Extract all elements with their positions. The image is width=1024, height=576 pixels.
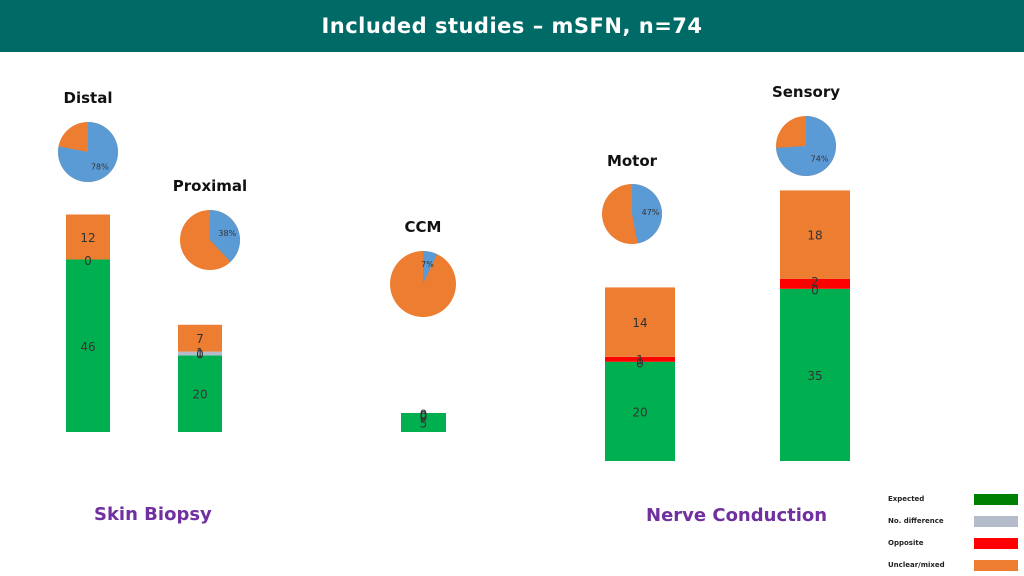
pie-slice-expected	[57, 122, 118, 182]
bar-segment	[66, 259, 110, 432]
group-label: Sensory	[772, 83, 840, 101]
pie-slice-expected	[423, 251, 438, 284]
pie-label: 38%	[218, 229, 236, 238]
section-label-skin-biopsy: Skin Biopsy	[94, 504, 212, 525]
segment-label: 46	[80, 340, 95, 354]
segment-label: 1	[636, 353, 644, 367]
segment-label: 0	[420, 411, 428, 425]
segment-label: 0	[811, 283, 819, 297]
segment-label: 14	[632, 316, 647, 330]
bar-segment	[780, 278, 850, 289]
pie-label: 7%	[421, 260, 434, 269]
page-title: Included studies – mSFN, n=74	[321, 14, 703, 38]
bar-segment	[178, 351, 222, 356]
segment-label: 35	[807, 369, 822, 383]
segment-label: 0	[420, 408, 428, 422]
pie-slice-expected	[776, 116, 836, 176]
legend-swatch	[974, 537, 1018, 549]
bar-segment	[605, 287, 675, 357]
segment-label: 18	[807, 229, 822, 243]
segment-label: 0	[196, 348, 204, 362]
legend-label: Opposite	[888, 539, 924, 547]
group-label: Proximal	[173, 177, 247, 195]
bar-segment	[178, 355, 222, 432]
bar-segment	[401, 413, 446, 432]
segment-label: 12	[80, 231, 95, 245]
group-label: Distal	[64, 89, 113, 107]
legend-item-expected: Expected	[888, 488, 1024, 510]
group-label: Motor	[607, 152, 658, 170]
bar-segment	[605, 356, 675, 362]
segment-label: 5	[420, 417, 428, 431]
legend-label: No. difference	[888, 517, 944, 525]
segment-label: 1	[196, 346, 204, 360]
segment-label: 7	[196, 332, 204, 346]
group-label: CCM	[405, 218, 442, 236]
legend-swatch	[974, 493, 1018, 505]
legend-item-opposite: Opposite	[888, 532, 1024, 554]
pie-label: 74%	[811, 155, 829, 164]
segment-label: 20	[192, 388, 207, 402]
bar-segment	[780, 190, 850, 279]
bar-segment	[66, 214, 110, 260]
bar-segment	[605, 361, 675, 461]
legend-item-unclear-mixed: Unclear/mixed	[888, 554, 1024, 576]
bar-segment	[178, 324, 222, 352]
legend-item-no-difference: No. difference	[888, 510, 1024, 532]
segment-label: 20	[632, 405, 647, 419]
pie-slice-expected	[632, 184, 662, 244]
title-bar: Included studies – mSFN, n=74	[0, 0, 1024, 52]
segment-label: 0	[84, 254, 92, 268]
segment-label: 2	[811, 275, 819, 289]
section-label-nerve-conduction: Nerve Conduction	[646, 505, 828, 526]
bar-segment	[780, 288, 850, 461]
legend-label: Expected	[888, 495, 925, 503]
segment-label: 0	[636, 356, 644, 370]
pie-label: 78%	[91, 162, 109, 171]
segment-label: 0	[420, 409, 428, 423]
pie-slice-expected	[210, 210, 240, 262]
legend-swatch	[974, 515, 1018, 527]
legend-label: Unclear/mixed	[888, 561, 945, 569]
legend-swatch	[974, 559, 1018, 571]
pie-label: 47%	[642, 208, 660, 217]
